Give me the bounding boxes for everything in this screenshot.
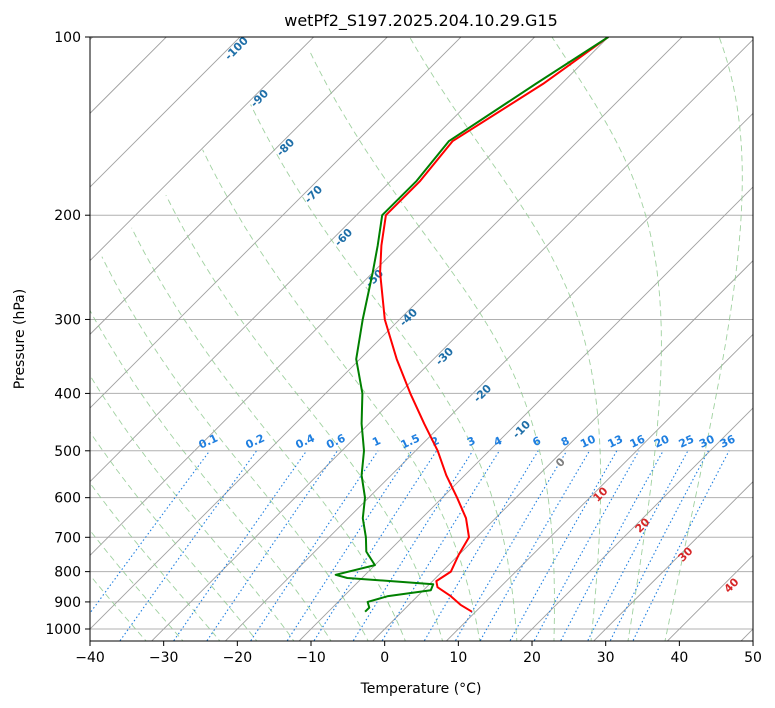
temperature-profile-line xyxy=(379,37,609,613)
mixing-ratio-label: 10 xyxy=(578,432,598,450)
mixing-ratio-line xyxy=(313,450,438,641)
mixing-ratio-label: 36 xyxy=(718,432,738,450)
mixing-ratio-line xyxy=(559,450,664,641)
mixing-ratio-line xyxy=(286,450,413,641)
mixing-ratio-label: 30 xyxy=(697,432,717,450)
mixing-ratio-line xyxy=(172,450,308,641)
moist-adiabat-line xyxy=(551,37,662,641)
x-tick-label: 20 xyxy=(523,650,541,666)
mixing-ratio-label: 16 xyxy=(628,432,648,450)
mixing-ratio-line xyxy=(206,450,338,641)
y-tick-label: 200 xyxy=(54,208,81,224)
moist-adiabat-line xyxy=(165,194,444,641)
moist-adiabats xyxy=(90,37,743,641)
isotherm-line xyxy=(90,37,315,262)
mixing-ratio-line xyxy=(381,450,500,641)
x-tick-label: −10 xyxy=(296,650,326,666)
x-tick-label: −40 xyxy=(75,650,105,666)
y-tick-label: 300 xyxy=(54,312,81,328)
mixing-ratio-line xyxy=(586,450,689,641)
mixing-ratio-label: 13 xyxy=(606,432,625,450)
chart-title: wetPf2_S197.2025.204.10.29.G15 xyxy=(284,11,558,31)
isotherm-line xyxy=(593,481,753,641)
mixing-ratio-line xyxy=(90,450,211,615)
moist-adiabat-line xyxy=(409,37,602,641)
profiles xyxy=(334,37,609,613)
isotherm-line xyxy=(90,37,683,630)
mixing-ratio-line xyxy=(119,450,258,641)
isotherm-line xyxy=(224,112,753,641)
x-tick-label: 0 xyxy=(380,650,389,666)
y-tick-label: 800 xyxy=(54,565,81,581)
mixing-ratio-line xyxy=(454,450,568,641)
x-axis-label: Temperature (°C) xyxy=(360,681,482,697)
x-tick-label: 50 xyxy=(744,650,762,666)
isotherm-line xyxy=(90,37,536,483)
moist-adiabat-line xyxy=(90,482,221,641)
mixing-ratio-lines xyxy=(90,450,730,641)
moist-adiabat-line xyxy=(90,309,332,641)
moist-adiabat-line xyxy=(90,431,258,641)
x-tick-label: −20 xyxy=(223,650,253,666)
y-tick-label: 500 xyxy=(54,444,81,460)
isotherm-line xyxy=(519,407,753,641)
isotherm-line xyxy=(445,333,753,641)
isotherm-line xyxy=(90,37,241,188)
isotherm-line xyxy=(372,260,753,641)
moist-adiabat-line xyxy=(90,529,184,641)
mixing-ratio-label: 20 xyxy=(652,432,672,450)
mixing-ratio-line xyxy=(609,450,709,641)
y-axis-label: Pressure (hPa) xyxy=(12,289,28,389)
isotherm-line xyxy=(90,37,462,409)
moist-adiabat-line xyxy=(250,104,518,641)
moist-adiabat-line xyxy=(308,49,555,641)
plot-frame xyxy=(89,36,754,642)
isotherm-line xyxy=(151,39,753,641)
moist-adiabat-line xyxy=(101,256,369,641)
x-tick-label: 40 xyxy=(670,650,688,666)
isotherm-line xyxy=(298,186,753,641)
mixing-ratio-label: 25 xyxy=(677,433,696,451)
y-tick-label: 100 xyxy=(54,30,81,46)
y-tick-label: 400 xyxy=(54,386,81,402)
grid-lines xyxy=(90,37,753,641)
x-axis: −40 −30 −20 −10 0 10 20 30 40 50 xyxy=(75,641,762,666)
mixing-ratio-line xyxy=(352,450,474,641)
moist-adiabat-line xyxy=(664,37,743,641)
y-tick-label: 1000 xyxy=(45,622,81,638)
moist-adiabat-line xyxy=(131,227,406,641)
y-tick-label: 900 xyxy=(54,595,81,611)
y-axis: 100 200 300 400 500 600 700 800 900 1000 xyxy=(45,30,90,638)
x-tick-label: 10 xyxy=(449,650,467,666)
moist-adiabat-line xyxy=(202,149,481,641)
mixing-ratio-line xyxy=(249,450,379,641)
x-tick-label: 30 xyxy=(597,650,615,666)
y-tick-label: 700 xyxy=(54,530,81,546)
x-tick-label: −30 xyxy=(149,650,179,666)
dewpoint-profile-line xyxy=(334,37,609,613)
isotherm-line xyxy=(90,37,609,556)
y-tick-label: 600 xyxy=(54,491,81,507)
